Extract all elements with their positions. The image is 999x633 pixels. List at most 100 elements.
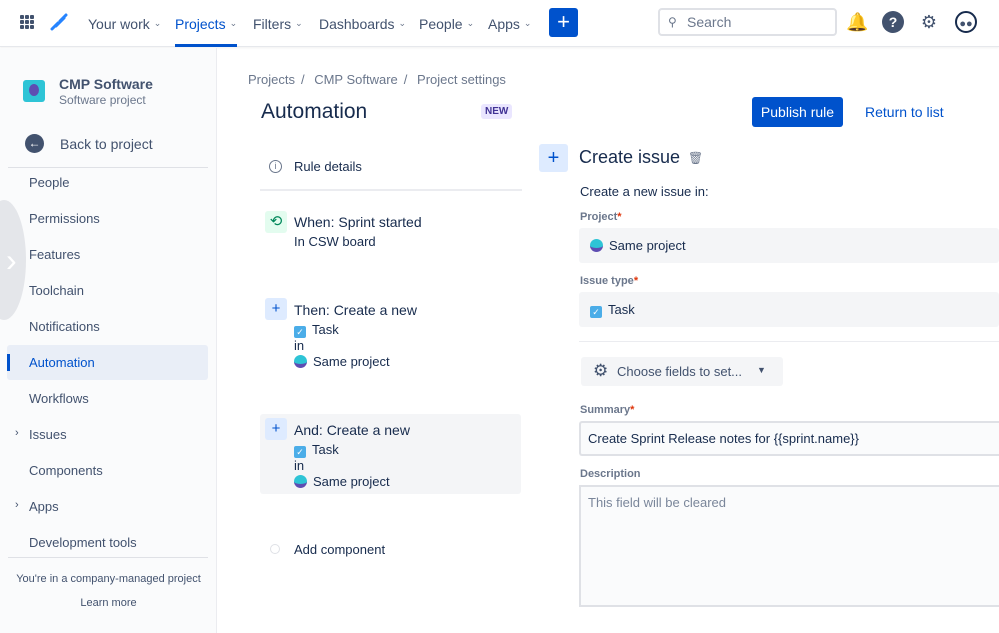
nav-people[interactable]: People ⌄ [419, 0, 474, 47]
return-to-list-button[interactable]: Return to list [865, 104, 944, 120]
app-switcher-icon[interactable] [20, 15, 34, 29]
publish-rule-button[interactable]: Publish rule [752, 97, 843, 127]
sidebar-item-development-tools[interactable]: Development tools [7, 525, 208, 560]
sidebar-item-workflows[interactable]: Workflows [7, 381, 208, 416]
sidebar-item-label: Permissions [29, 211, 100, 226]
sidebar-item-automation[interactable]: Automation [7, 345, 208, 380]
trigger-block[interactable]: ⟲ When: Sprint started In CSW board [260, 210, 521, 260]
chevron-down-icon: ⌄ [295, 18, 303, 28]
nav-your-work[interactable]: Your work ⌄ [88, 0, 161, 47]
project-avatar-icon [590, 239, 603, 252]
choose-fields-label: Choose fields to set... [617, 364, 743, 379]
trigger-title: When: Sprint started [294, 214, 422, 230]
separator: / [403, 72, 408, 87]
sidebar-item-components[interactable]: Components [7, 453, 208, 488]
back-to-project-link[interactable]: Back to project [60, 136, 153, 152]
sidebar-item-people[interactable]: People [7, 165, 208, 200]
project-label: Project* [580, 211, 622, 223]
action-project: Same project [294, 474, 390, 489]
project-name: CMP Software [59, 76, 153, 92]
project-label: Same project [313, 354, 390, 369]
chevron-right-icon: › [15, 427, 19, 439]
sidebar-item-notifications[interactable]: Notifications [7, 309, 208, 344]
rule-details-link[interactable]: Rule details [294, 159, 362, 174]
search-icon: ⚲ [668, 15, 677, 29]
nav-filters[interactable]: Filters ⌄ [253, 0, 303, 47]
sidebar-item-label: Toolchain [29, 283, 84, 298]
top-navigation: Your work ⌄ Projects ⌄ Filters ⌄ Dashboards… [0, 0, 999, 47]
sidebar-item-label: Development tools [29, 535, 137, 550]
sidebar-item-features[interactable]: Features [7, 237, 208, 272]
add-component-circle-icon [270, 544, 280, 554]
required-mark: * [633, 275, 639, 287]
description-textarea[interactable]: This field will be cleared [579, 485, 999, 607]
search-input[interactable]: ⚲ Search [658, 8, 837, 36]
issue-type-value: Task [608, 302, 635, 317]
back-arrow-icon[interactable]: ← [25, 134, 44, 153]
sidebar-item-label: Workflows [29, 391, 89, 406]
breadcrumb-settings[interactable]: Project settings [417, 72, 506, 87]
label-text: Summary [580, 404, 631, 416]
trigger-icon: ⟲ [265, 211, 287, 233]
action-block[interactable]: + Then: Create a new ✓ Task in Same proje… [260, 296, 521, 376]
required-mark: * [617, 211, 622, 223]
help-icon[interactable]: ? [882, 11, 904, 33]
sidebar-item-apps[interactable]: › Apps [7, 489, 208, 524]
action-plus-icon: + [265, 298, 287, 320]
divider [8, 557, 208, 558]
notifications-icon[interactable]: 🔔 [846, 12, 869, 32]
breadcrumb-project[interactable]: CMP Software [314, 72, 398, 87]
project-select[interactable]: Same project [579, 228, 999, 263]
action-issue-type: ✓ Task [294, 322, 339, 338]
label-text: Issue type [580, 275, 634, 287]
project-type: Software project [59, 93, 146, 107]
issue-type-select[interactable]: ✓ Task [579, 292, 999, 327]
summary-input[interactable]: Create Sprint Release notes for {{sprint… [579, 421, 999, 456]
summary-label: Summary* [580, 404, 634, 416]
jira-logo-icon[interactable] [48, 12, 68, 32]
nav-label: Filters [253, 15, 292, 32]
project-type-note: You're in a company-managed project [16, 573, 201, 585]
add-plus-icon[interactable]: + [539, 144, 568, 172]
avatar[interactable]: ●● [955, 11, 977, 33]
nav-apps[interactable]: Apps ⌄ [488, 0, 531, 47]
sidebar-item-label: Issues [29, 427, 67, 442]
breadcrumb: Projects / CMP Software / Project settings [248, 72, 512, 87]
add-component-button[interactable]: Add component [294, 542, 386, 557]
task-label: Task [312, 322, 339, 337]
action-in: in [294, 338, 305, 353]
divider [8, 167, 208, 168]
action-issue-type: ✓ Task [294, 442, 339, 458]
page-title: Automation [261, 100, 368, 123]
label-text: Project [580, 211, 618, 223]
nav-label: Dashboards [319, 15, 395, 32]
chevron-down-icon: ⌄ [229, 18, 238, 28]
task-icon: ✓ [590, 306, 602, 318]
sidebar-item-permissions[interactable]: Permissions [7, 201, 208, 236]
nav-projects[interactable]: Projects ⌄ [175, 0, 237, 47]
create-button[interactable]: + [549, 8, 578, 37]
sidebar-item-label: Components [29, 463, 103, 478]
task-icon: ✓ [294, 446, 306, 458]
description-label: Description [580, 468, 641, 480]
nav-label: People [419, 15, 463, 32]
breadcrumb-projects[interactable]: Projects [248, 72, 295, 87]
settings-icon[interactable]: ⚙ [920, 12, 938, 32]
panel-title: Create issue [579, 147, 681, 167]
choose-fields-button[interactable]: ⚙ Choose fields to set... ▼ [581, 357, 783, 386]
nav-label: Apps [488, 15, 520, 32]
nav-dashboards[interactable]: Dashboards ⌄ [319, 0, 406, 47]
learn-more-link[interactable]: Learn more [80, 597, 137, 609]
sidebar-item-issues[interactable]: › Issues [7, 417, 208, 452]
gear-icon: ⚙ [593, 361, 609, 380]
action-block-selected[interactable]: + And: Create a new ✓ Task in Same projec… [260, 414, 521, 494]
trash-icon[interactable]: 🗑 [688, 151, 704, 165]
chevron-right-icon: › [15, 499, 19, 511]
chevron-down-icon: ▼ [757, 365, 766, 375]
sidebar-item-toolchain[interactable]: Toolchain [7, 273, 208, 308]
chevron-right-icon: › [6, 242, 17, 278]
sidebar-item-label: People [29, 175, 70, 190]
sidebar-item-label: Automation [29, 355, 95, 370]
task-icon: ✓ [294, 326, 306, 338]
project-label: Same project [313, 474, 390, 489]
